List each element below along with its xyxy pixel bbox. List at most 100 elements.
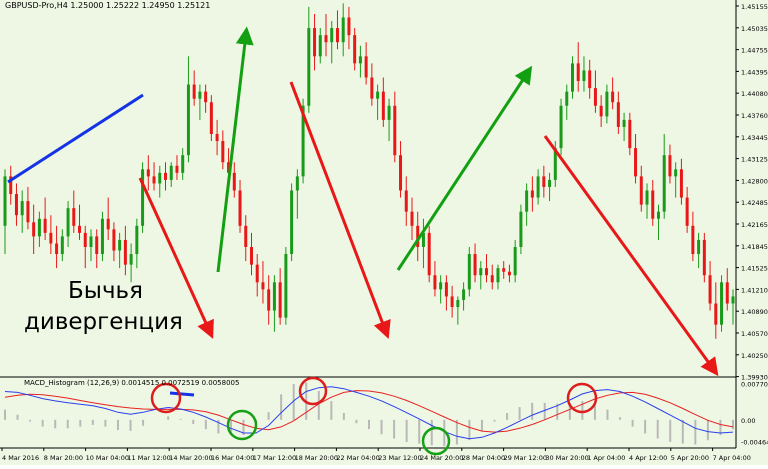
candle xyxy=(639,165,643,212)
candle-body xyxy=(20,201,24,216)
candle-body xyxy=(697,239,701,255)
candle xyxy=(358,45,362,78)
candle-body xyxy=(353,35,357,64)
trend-up-arrow-1 xyxy=(216,26,254,273)
candle xyxy=(651,179,655,226)
candle-body xyxy=(674,169,678,177)
time-tick-label: 17 Mar 12:00 xyxy=(253,454,296,462)
candle-body xyxy=(313,28,317,57)
candle xyxy=(404,176,408,226)
bullish-divergence-title-line1: Бычья xyxy=(68,278,143,304)
candle-body xyxy=(215,134,219,142)
candle-body xyxy=(83,232,87,247)
candle-body xyxy=(616,102,620,127)
candle xyxy=(221,130,225,170)
candle-body xyxy=(479,268,483,276)
price-tick-label: 1.45155 xyxy=(741,3,768,11)
candle-body xyxy=(324,35,328,43)
candle xyxy=(20,190,24,233)
price-tick-label: 1.40570 xyxy=(741,330,768,338)
candle xyxy=(668,144,672,184)
candle xyxy=(353,28,357,71)
candle xyxy=(536,169,540,205)
candle-body xyxy=(656,211,660,219)
time-tick-label: 24 Mar 20:00 xyxy=(420,454,463,462)
candle xyxy=(255,254,259,297)
candle xyxy=(502,261,506,279)
candle xyxy=(135,218,139,269)
candle-body xyxy=(60,236,64,255)
candle xyxy=(175,155,179,180)
candle xyxy=(37,211,41,247)
candle-body xyxy=(536,176,540,198)
time-tick-label: 23 Mar 12:00 xyxy=(378,454,421,462)
time-tick-label: 11 Mar 12:00 xyxy=(127,454,170,462)
candle-body xyxy=(238,190,242,226)
candle xyxy=(662,134,666,219)
candle-body xyxy=(9,176,13,195)
candle xyxy=(542,165,546,198)
candle-body xyxy=(14,194,18,216)
candle xyxy=(588,59,592,99)
candle xyxy=(530,176,534,212)
candle-body xyxy=(112,229,116,251)
candle-body xyxy=(192,84,196,99)
candle-body xyxy=(450,296,454,308)
candle xyxy=(209,95,213,142)
candle xyxy=(634,134,638,184)
candle-body xyxy=(169,165,173,180)
candle xyxy=(410,197,414,240)
candle-body xyxy=(702,239,706,276)
candle xyxy=(605,84,609,124)
candle-body xyxy=(3,176,7,226)
candle-body xyxy=(605,91,609,117)
candle-body xyxy=(204,91,208,103)
price-tick-label: 1.40250 xyxy=(741,352,768,360)
price-tick-label: 1.44080 xyxy=(741,90,768,98)
candle xyxy=(60,229,64,262)
candle-body xyxy=(307,28,311,106)
time-tick-label: 22 Mar 04:00 xyxy=(336,454,379,462)
candle-body xyxy=(570,63,574,92)
candle-body xyxy=(284,254,288,318)
candle xyxy=(490,264,494,290)
trend-down-arrow-2 xyxy=(289,81,391,340)
candle-body xyxy=(255,264,259,283)
candle-body xyxy=(318,35,322,57)
candle-body xyxy=(123,239,127,265)
candle-body xyxy=(731,296,735,304)
candle-body xyxy=(634,148,638,177)
price-tick-label: 1.43445 xyxy=(741,134,768,142)
candle-body xyxy=(490,275,494,283)
candle xyxy=(576,42,580,92)
candle-body xyxy=(611,91,615,103)
candle xyxy=(3,169,7,255)
candle-body xyxy=(530,190,534,198)
candle-body xyxy=(622,119,626,127)
candle xyxy=(238,179,242,233)
candle-body xyxy=(525,190,529,212)
candle xyxy=(679,158,683,205)
candle xyxy=(473,243,477,283)
candle xyxy=(656,204,660,240)
candle-body xyxy=(364,56,368,78)
candle-body xyxy=(433,275,437,290)
candle xyxy=(83,225,87,269)
candle xyxy=(72,190,76,233)
candle-body xyxy=(720,282,724,325)
candle-body xyxy=(118,239,122,251)
candle xyxy=(393,91,397,163)
candle xyxy=(118,232,122,269)
candle xyxy=(169,162,173,187)
candle-body xyxy=(485,268,489,276)
time-tick-label: 4 Mar 2016 xyxy=(2,454,39,462)
candle xyxy=(616,91,620,135)
candle-body xyxy=(89,236,93,247)
price-divergence-line xyxy=(7,93,144,184)
candle-body xyxy=(232,172,236,191)
candle-body xyxy=(639,176,643,205)
price-tick-label: 1.43125 xyxy=(741,156,768,164)
price-tick-label: 1.42800 xyxy=(741,177,768,185)
